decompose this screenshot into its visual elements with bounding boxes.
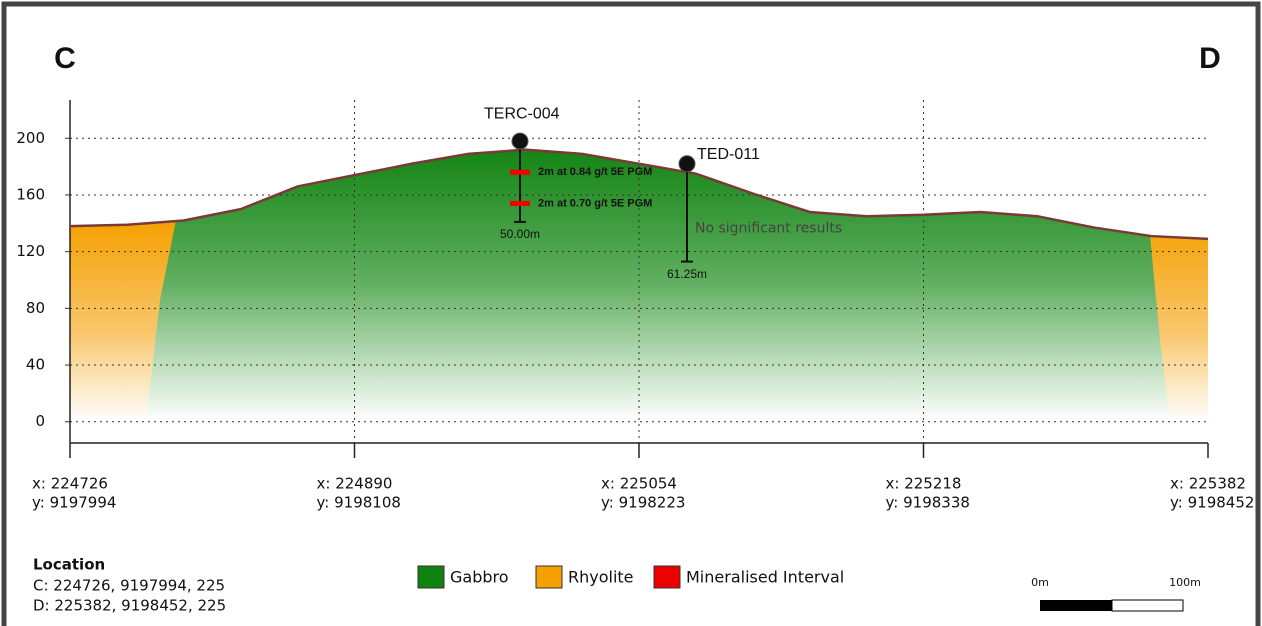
drillhole-collar xyxy=(511,132,529,150)
drillhole-note: No significant results xyxy=(695,221,842,237)
mineralised-interval xyxy=(510,200,530,206)
station-x: x: 225218 xyxy=(886,475,962,493)
interval-label: 2m at 0.84 g/t 5E PGM xyxy=(538,166,652,178)
mineralised-interval xyxy=(510,169,530,175)
y-tick-label: 160 xyxy=(16,185,45,203)
station-y: y: 9198452 xyxy=(1170,494,1254,512)
y-tick-label: 40 xyxy=(26,356,45,374)
section-start: C xyxy=(54,42,76,75)
legend-swatch xyxy=(535,565,563,589)
station-y: y: 9197994 xyxy=(32,494,116,512)
station-y: y: 9198108 xyxy=(317,494,401,512)
y-tick-label: 0 xyxy=(35,412,45,430)
station-x: x: 224890 xyxy=(317,475,393,493)
interval-label: 2m at 0.70 g/t 5E PGM xyxy=(538,197,652,209)
legend-swatch xyxy=(653,565,681,589)
legend-label: Gabbro xyxy=(450,568,509,587)
station-y: y: 9198338 xyxy=(886,494,970,512)
y-tick-label: 80 xyxy=(26,299,45,317)
location-title: Location xyxy=(33,556,105,574)
section-end: D xyxy=(1199,42,1221,75)
scale-start: 0m xyxy=(1031,576,1049,589)
station-x: x: 225054 xyxy=(601,475,677,493)
station-y: y: 9198223 xyxy=(601,494,685,512)
drillhole-name: TERC-004 xyxy=(484,105,560,122)
drillhole-collar xyxy=(678,155,696,173)
legend-label: Rhyolite xyxy=(568,568,634,587)
depth-label: 61.25m xyxy=(667,267,707,281)
station-x: x: 225382 xyxy=(1170,475,1246,493)
depth-label: 50.00m xyxy=(500,227,540,241)
station-x: x: 224726 xyxy=(32,475,108,493)
legend-label: Mineralised Interval xyxy=(686,568,844,587)
location-line: C: 224726, 9197994, 225 xyxy=(33,577,225,595)
y-tick-label: 200 xyxy=(16,129,45,147)
scale-bar xyxy=(1040,600,1112,611)
scale-end: 100m xyxy=(1169,576,1201,589)
topography xyxy=(69,148,1209,241)
y-tick-label: 120 xyxy=(16,242,45,260)
scale-bar xyxy=(1111,599,1184,612)
location-line: D: 225382, 9198452, 225 xyxy=(33,597,226,615)
drillhole-name: TED-011 xyxy=(697,146,760,163)
legend-swatch xyxy=(417,565,445,589)
